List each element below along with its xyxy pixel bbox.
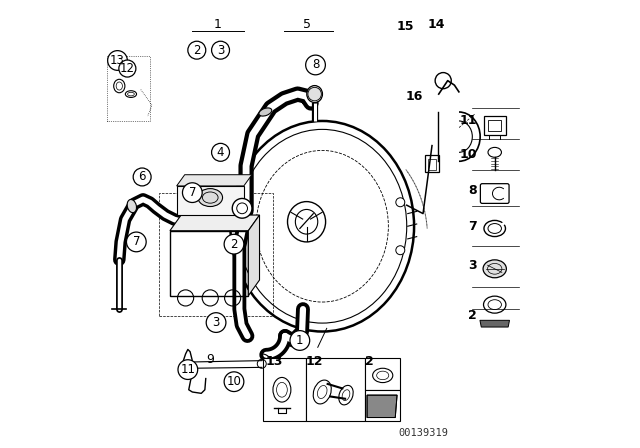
Circle shape — [232, 198, 252, 218]
Text: 2: 2 — [468, 309, 477, 323]
Circle shape — [108, 51, 127, 70]
Circle shape — [212, 41, 230, 59]
Text: 1: 1 — [296, 334, 303, 347]
Text: 2: 2 — [193, 43, 200, 57]
Text: 5: 5 — [303, 18, 312, 31]
Ellipse shape — [483, 260, 506, 278]
Bar — [425, 155, 439, 172]
Circle shape — [306, 55, 325, 75]
Text: 8: 8 — [312, 58, 319, 72]
Text: 2: 2 — [365, 355, 374, 368]
Circle shape — [290, 331, 310, 350]
Text: 3: 3 — [217, 43, 224, 57]
Text: 00139319: 00139319 — [398, 428, 448, 438]
Ellipse shape — [198, 189, 223, 207]
Polygon shape — [177, 186, 244, 215]
Bar — [428, 159, 436, 170]
Text: 9: 9 — [206, 353, 214, 366]
Circle shape — [396, 246, 404, 255]
Circle shape — [224, 234, 244, 254]
Text: 10: 10 — [460, 148, 477, 161]
Text: 7: 7 — [189, 186, 196, 199]
Circle shape — [182, 183, 202, 202]
Bar — [365, 358, 400, 390]
Polygon shape — [248, 215, 260, 296]
Bar — [484, 116, 506, 135]
Ellipse shape — [259, 108, 272, 116]
Bar — [488, 120, 502, 131]
Text: 11: 11 — [180, 363, 195, 376]
Text: 8: 8 — [468, 184, 477, 197]
Polygon shape — [367, 395, 397, 418]
Text: 3: 3 — [212, 316, 220, 329]
Text: 3: 3 — [468, 258, 477, 272]
Bar — [108, 56, 150, 121]
Bar — [306, 358, 365, 421]
Circle shape — [127, 232, 146, 252]
Polygon shape — [480, 320, 509, 327]
Text: 12: 12 — [120, 62, 135, 75]
Circle shape — [224, 372, 244, 392]
Circle shape — [206, 313, 226, 332]
Bar — [263, 358, 306, 421]
Bar — [435, 110, 459, 164]
Text: 11: 11 — [460, 114, 477, 128]
Text: 6: 6 — [138, 170, 146, 184]
Bar — [365, 390, 400, 421]
Circle shape — [178, 360, 198, 379]
Polygon shape — [170, 215, 260, 231]
Text: 1: 1 — [214, 18, 222, 31]
Polygon shape — [177, 175, 252, 186]
Text: 7: 7 — [468, 220, 477, 233]
Circle shape — [396, 198, 404, 207]
Text: 7: 7 — [132, 235, 140, 249]
Circle shape — [133, 168, 151, 186]
Text: 4: 4 — [217, 146, 224, 159]
Text: 16: 16 — [405, 90, 423, 103]
Text: 14: 14 — [428, 18, 445, 31]
Text: 13: 13 — [266, 355, 283, 368]
Text: 15: 15 — [396, 20, 414, 34]
Text: 10: 10 — [227, 375, 241, 388]
Text: 13: 13 — [110, 54, 125, 67]
Circle shape — [188, 41, 206, 59]
Ellipse shape — [127, 199, 136, 213]
Text: 2: 2 — [230, 237, 237, 251]
Ellipse shape — [307, 86, 323, 103]
Circle shape — [212, 143, 230, 161]
Text: 12: 12 — [306, 355, 323, 368]
Circle shape — [119, 60, 136, 77]
